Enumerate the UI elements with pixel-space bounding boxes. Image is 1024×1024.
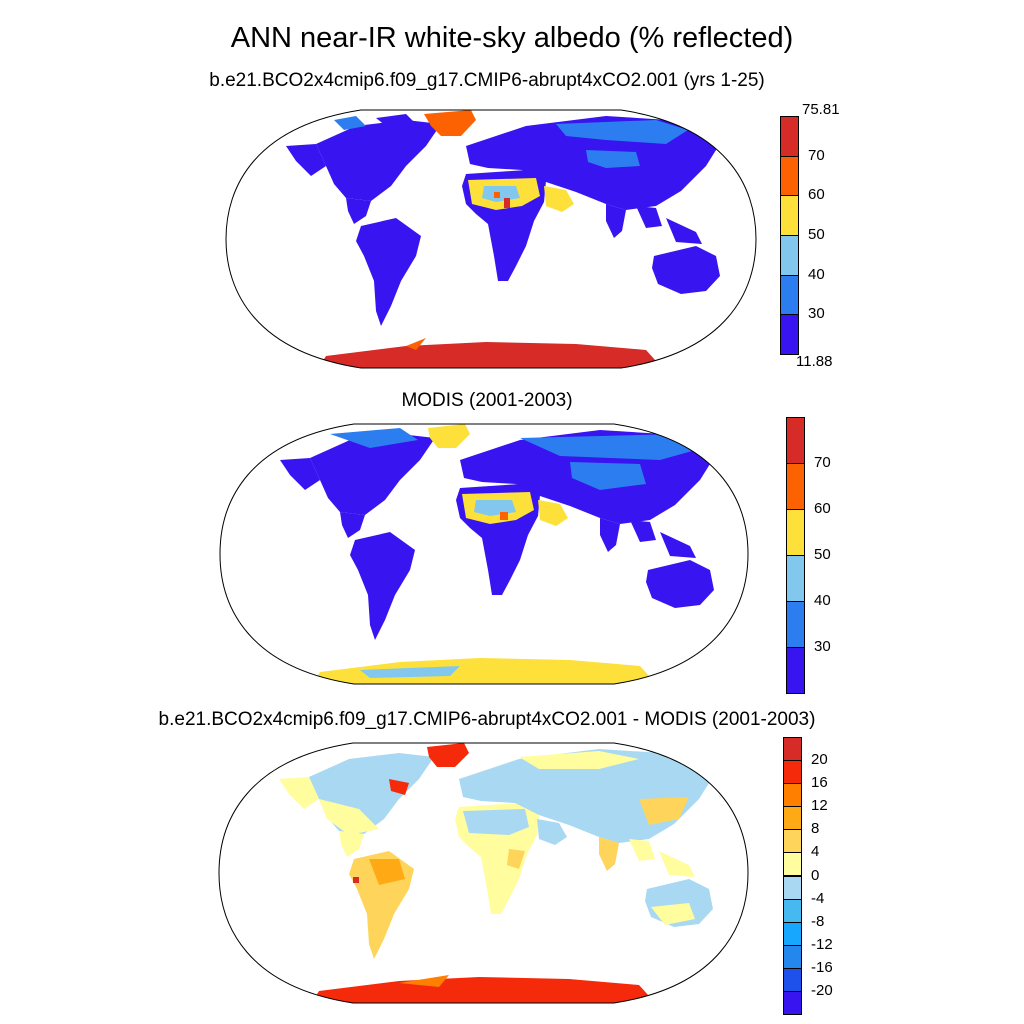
colorbar-label: -16 [811, 958, 833, 976]
colorbar-label: 40 [808, 265, 825, 283]
colorbar-label: 0 [811, 866, 820, 884]
colorbar-panel-3: -20 -16 -12 -8 -4 0 4 8 12 16 20 [783, 737, 843, 1015]
colorbar-label: 30 [808, 305, 825, 323]
colorbar-segment [783, 944, 802, 969]
panel-3-title: b.e21.BCO2x4cmip6.f09_g17.CMIP6-abrupt4x… [158, 709, 816, 730]
colorbar-label: 60 [814, 500, 831, 517]
colorbar-segment [780, 314, 799, 355]
colorbar-segment [786, 647, 805, 694]
colorbar-label: 8 [811, 820, 820, 838]
colorbar-label: -20 [811, 981, 833, 999]
colorbar-segment [780, 195, 799, 236]
colorbar-label: 4 [811, 843, 820, 861]
colorbar-segment [786, 555, 805, 602]
colorbar-segment [780, 274, 799, 316]
colorbar-label: 75.81 [802, 101, 840, 118]
colorbar-segment [783, 806, 802, 831]
colorbar-segment [783, 898, 802, 923]
colorbar-panel-1: 11.88 30 40 50 60 70 75.81 [780, 101, 840, 370]
colorbar-label: 50 [808, 226, 825, 243]
map-panel-1 [225, 109, 757, 369]
colorbar-label: -4 [811, 889, 825, 907]
colorbar-label: 60 [808, 186, 825, 204]
colorbar-label: 30 [814, 638, 831, 655]
colorbar-segment [786, 463, 805, 510]
colorbar-label: -12 [811, 935, 833, 953]
colorbar-segment [780, 155, 799, 197]
colorbar-segment [783, 760, 802, 785]
map-panel-3 [218, 742, 749, 1004]
colorbar-label: 20 [811, 751, 828, 769]
figure-title: ANN near-IR white-sky albedo (% reflecte… [230, 22, 794, 54]
colorbar-segment [780, 116, 799, 157]
colorbar-label: 70 [814, 454, 831, 471]
panel-2-title: MODIS (2001-2003) [401, 390, 573, 411]
colorbar-segment [783, 875, 802, 900]
colorbar-segment [783, 967, 802, 992]
colorbar-segment [783, 737, 802, 762]
panel-1-title: b.e21.BCO2x4cmip6.f09_g17.CMIP6-abrupt4x… [209, 70, 765, 91]
colorbar-label: 70 [808, 146, 825, 164]
colorbar-label: 16 [811, 774, 828, 792]
colorbar-label: 11.88 [796, 353, 833, 370]
colorbar-segment [783, 990, 802, 1015]
colorbar-label: -8 [811, 912, 825, 930]
colorbar-segment [780, 235, 799, 276]
colorbar-segment [783, 921, 802, 946]
colorbar-segment [783, 783, 802, 808]
colorbar-label: 12 [811, 797, 828, 815]
colorbar-segment [786, 509, 805, 556]
map-panel-2 [219, 423, 749, 685]
colorbar-segment [786, 417, 805, 464]
colorbar-panel-2: 30 40 50 60 70 [786, 417, 846, 694]
colorbar-segment [783, 852, 802, 877]
colorbar-label: 50 [814, 546, 831, 563]
colorbar-segment [786, 601, 805, 648]
colorbar-segment [783, 829, 802, 854]
colorbar-label: 40 [814, 592, 831, 609]
